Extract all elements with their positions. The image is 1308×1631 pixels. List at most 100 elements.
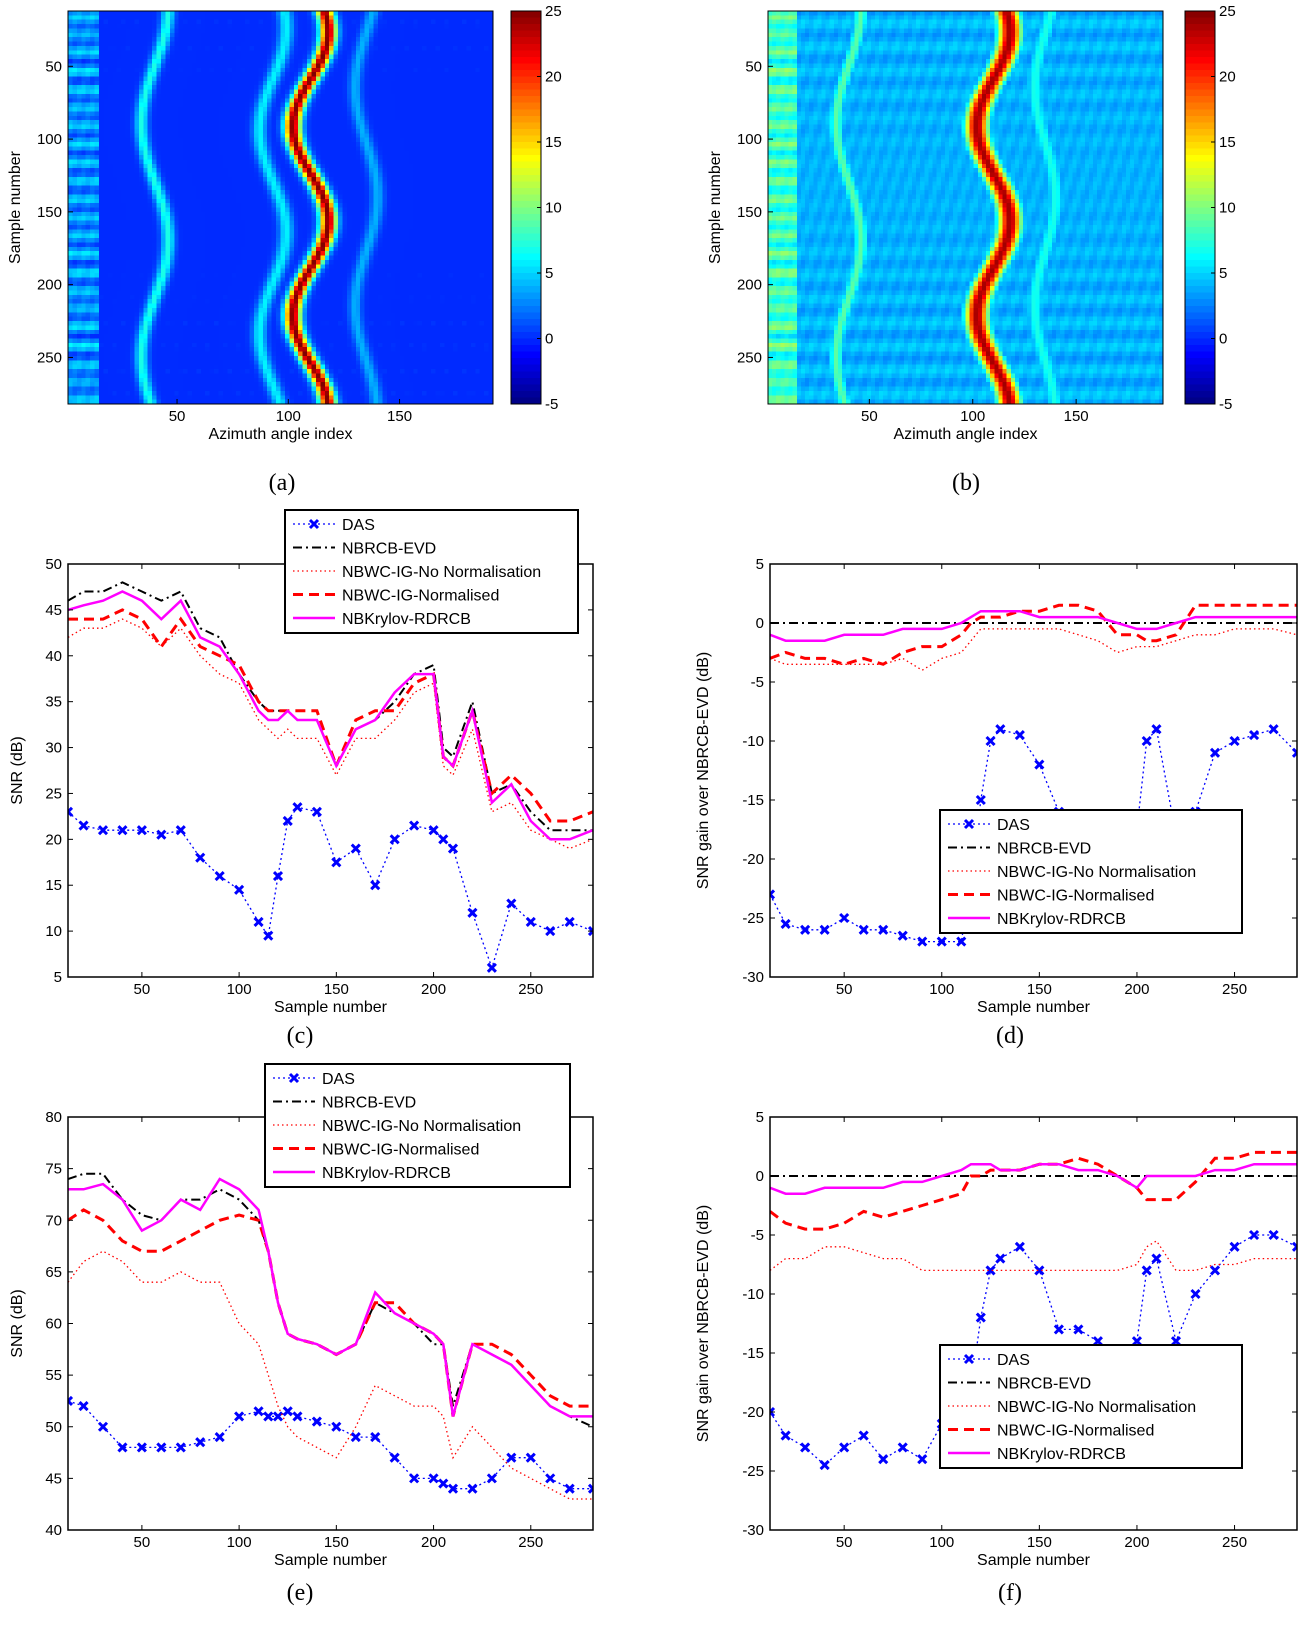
heatmap-cell	[355, 220, 361, 226]
heatmap-cell	[90, 137, 96, 143]
heatmap-cell	[112, 111, 118, 117]
heatmap-cell	[315, 216, 321, 222]
heatmap-cell	[488, 72, 494, 78]
heatmap-cell	[280, 229, 286, 235]
heatmap-cell	[439, 15, 445, 21]
heatmap-cell	[373, 63, 379, 69]
heatmap-cell	[90, 198, 96, 204]
heatmap-cell	[466, 220, 472, 226]
heatmap-cell	[85, 59, 91, 64]
heatmap-cell	[98, 11, 105, 16]
heatmap-cell	[386, 63, 392, 69]
heatmap-cell	[284, 67, 290, 73]
heatmap-cell	[302, 142, 308, 147]
heatmap-cell	[81, 120, 87, 126]
heatmap-cell	[240, 233, 246, 239]
heatmap-cell	[205, 102, 211, 108]
heatmap-cell	[112, 37, 118, 43]
heatmap-cell	[488, 163, 494, 169]
heatmap-cell	[174, 93, 180, 99]
heatmap-cell	[342, 11, 348, 16]
heatmap-cell	[103, 176, 109, 182]
heatmap-cell	[444, 11, 450, 16]
heatmap-cell	[386, 229, 392, 235]
heatmap-cell	[152, 37, 158, 43]
heatmap-cell	[395, 93, 401, 99]
heatmap-cell	[245, 190, 251, 195]
heatmap-cell	[227, 163, 233, 169]
heatmap-cell	[267, 80, 273, 86]
heatmap-cell	[484, 11, 490, 16]
heatmap-cell	[431, 37, 437, 43]
heatmap-cell	[107, 37, 113, 43]
heatmap-cell	[453, 76, 459, 82]
heatmap-cell	[426, 98, 432, 104]
heatmap-cell	[400, 15, 406, 21]
heatmap-cell	[68, 124, 74, 130]
heatmap-cell	[360, 142, 366, 147]
heatmap-cell	[311, 76, 317, 82]
heatmap-cell	[422, 72, 428, 78]
heatmap-cell	[165, 172, 171, 178]
heatmap-cell	[470, 159, 476, 165]
heatmap-cell	[462, 93, 468, 99]
heatmap-cell	[488, 224, 494, 230]
heatmap-cell	[435, 172, 441, 178]
heatmap-cell	[408, 181, 414, 187]
heatmap-cell	[462, 63, 468, 69]
heatmap-cell	[187, 159, 193, 165]
heatmap-cell	[249, 37, 255, 43]
heatmap-cell	[329, 120, 335, 126]
heatmap-cell	[160, 89, 166, 95]
heatmap-cell	[107, 185, 113, 191]
heatmap-cell	[422, 150, 428, 156]
heatmap-cell	[267, 146, 273, 152]
heatmap-cell	[422, 163, 428, 169]
heatmap-cell	[245, 168, 251, 174]
heatmap-cell	[174, 28, 180, 34]
heatmap-cell	[112, 229, 118, 235]
heatmap-cell	[103, 146, 109, 152]
heatmap-cell	[382, 159, 388, 165]
heatmap-cell	[187, 37, 193, 43]
heatmap-cell	[329, 115, 335, 121]
heatmap-cell	[404, 159, 410, 165]
heatmap-cell	[289, 163, 295, 169]
heatmap-cell	[377, 229, 383, 235]
heatmap-cell	[94, 233, 100, 239]
heatmap-cell	[333, 54, 339, 60]
heatmap-cell	[187, 63, 193, 69]
heatmap-cell	[218, 107, 224, 113]
heatmap-cell	[307, 159, 313, 165]
heatmap-cell	[338, 37, 344, 43]
heatmap-cell	[262, 93, 268, 99]
heatmap-cell	[112, 67, 118, 73]
heatmap-cell	[453, 190, 459, 195]
heatmap-cell	[417, 72, 423, 78]
heatmap-cell	[196, 72, 202, 78]
heatmap-cell	[315, 224, 321, 230]
heatmap-cell	[470, 233, 476, 239]
heatmap-cell	[329, 150, 335, 156]
heatmap-cell	[302, 211, 308, 217]
heatmap-cell	[262, 211, 268, 217]
heatmap-cell	[125, 24, 131, 30]
heatmap-cell	[98, 28, 105, 34]
heatmap-cell	[320, 128, 326, 134]
heatmap-cell	[76, 146, 82, 152]
heatmap-cell	[373, 32, 379, 38]
heatmap-cell	[289, 32, 295, 38]
heatmap-cell	[152, 229, 158, 235]
heatmap-cell	[68, 107, 74, 113]
heatmap-cell	[249, 176, 255, 182]
heatmap-cell	[253, 76, 259, 82]
heatmap-cell	[249, 59, 255, 64]
heatmap-cell	[355, 80, 361, 86]
heatmap-cell	[138, 146, 144, 152]
heatmap-cell	[174, 233, 180, 239]
heatmap-cell	[431, 102, 437, 108]
heatmap-cell	[302, 137, 308, 143]
heatmap-cell	[475, 216, 481, 222]
heatmap-cell	[293, 163, 299, 169]
heatmap-cell	[346, 142, 352, 147]
